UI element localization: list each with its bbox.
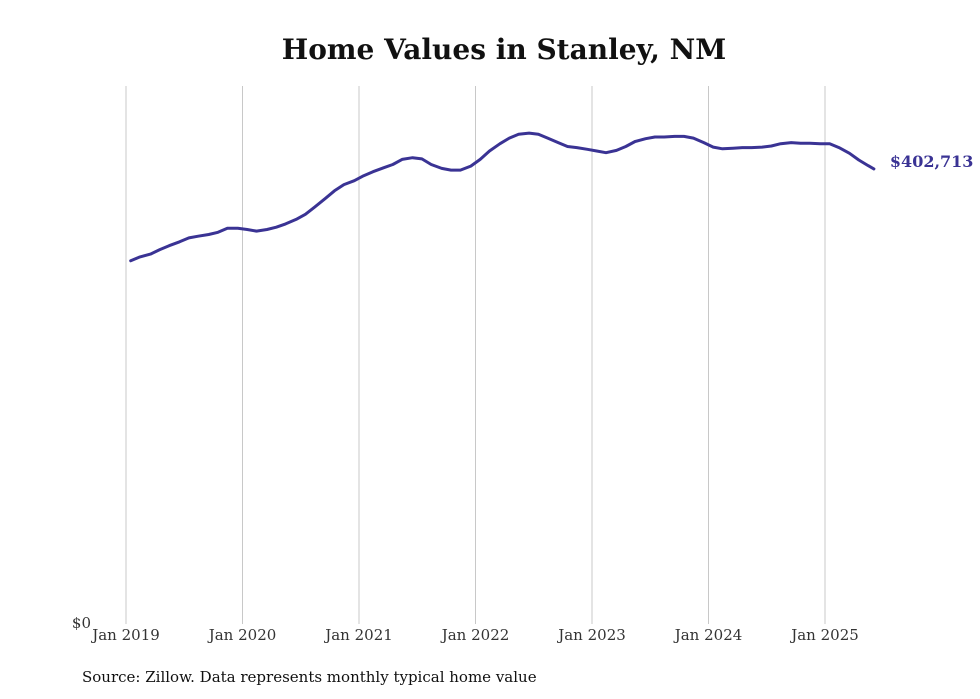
source-note: Source: Zillow. Data represents monthly …: [82, 668, 537, 686]
vertical-gridlines: [125, 86, 826, 624]
x-tick-label: Jan 2025: [789, 626, 859, 644]
end-value-label: $402,713: [890, 152, 974, 171]
x-tick-label: Jan 2024: [673, 626, 743, 644]
chart-title: Home Values in Stanley, NM: [282, 33, 726, 66]
x-tick-label: Jan 2020: [207, 626, 277, 644]
x-tick-label: Jan 2023: [556, 626, 626, 644]
x-tick-label: Jan 2021: [323, 626, 393, 644]
x-tick-label: Jan 2022: [440, 626, 510, 644]
series-line-home-value: [129, 131, 876, 263]
x-axis-tick-labels: Jan 2019 Jan 2020 Jan 2021 Jan 2022 Jan 2023…: [90, 626, 859, 644]
x-tick-label: Jan 2019: [90, 626, 160, 644]
y-tick-label-zero: $0: [72, 614, 91, 632]
home-values-chart: Home Values in Stanley, NM Jan 2019 Jan 2…: [72, 33, 974, 644]
